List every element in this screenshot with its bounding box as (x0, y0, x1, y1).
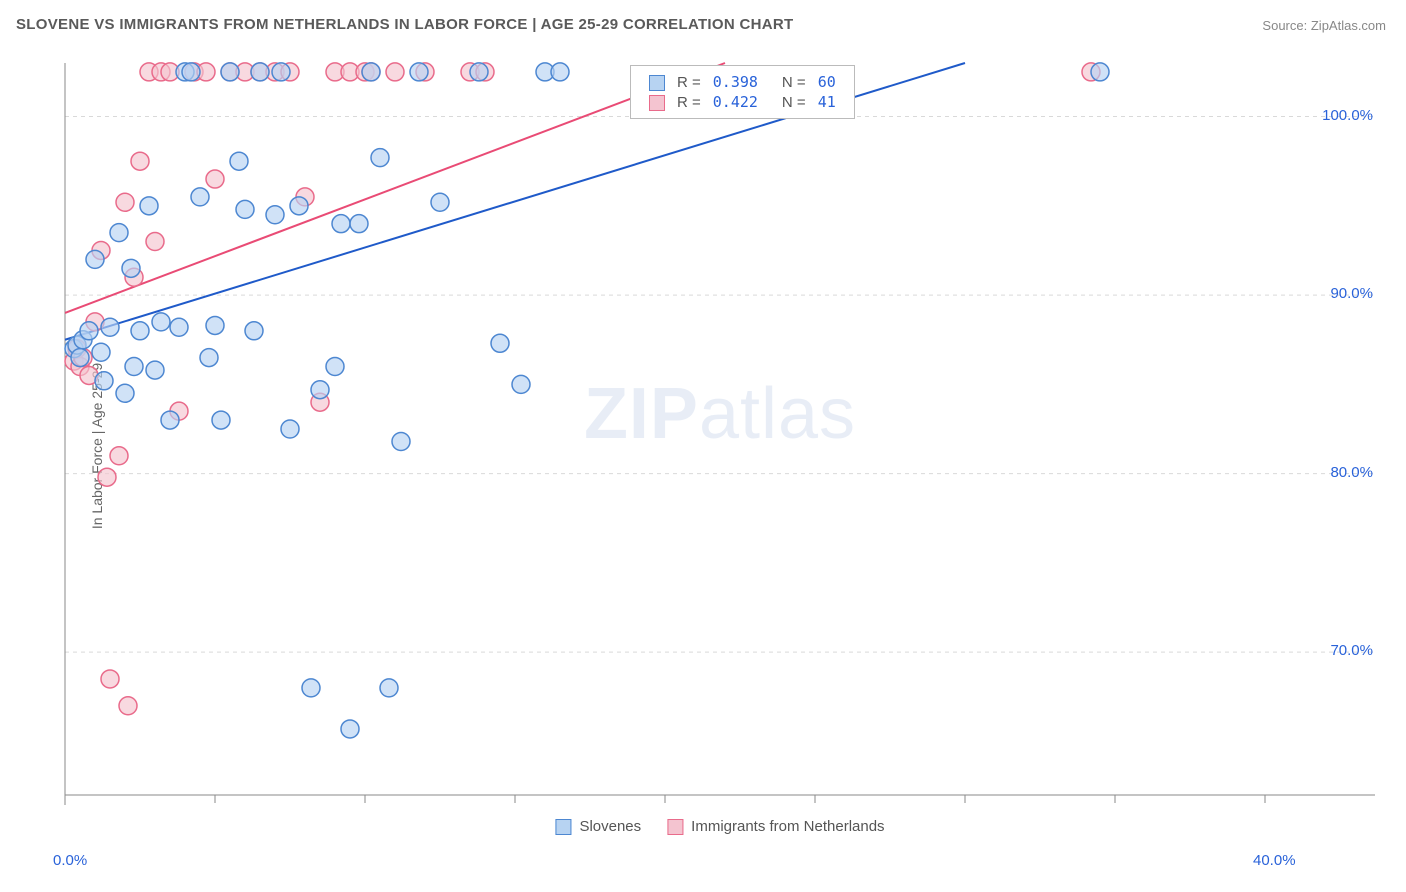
x-tick-label: 0.0% (53, 852, 87, 869)
series-legend: Slovenes Immigrants from Netherlands (555, 818, 884, 835)
stats-table: R = 0.398 N = 60 R = 0.422 N = 41 (643, 72, 842, 112)
scatter-svg (55, 55, 1385, 835)
legend-item-0: Slovenes (555, 818, 641, 835)
swatch-series-0 (649, 75, 665, 91)
source-label: Source: (1262, 18, 1307, 33)
source-value: ZipAtlas.com (1311, 18, 1386, 33)
legend-item-1: Immigrants from Netherlands (667, 818, 884, 835)
n-value-0: 60 (812, 72, 842, 92)
chart-plot-area: 70.0%80.0%90.0%100.0% 0.0%40.0% ZIPatlas… (55, 55, 1385, 835)
swatch-series-0-icon (555, 819, 571, 835)
x-tick-label: 40.0% (1253, 852, 1296, 869)
r-label: R = (671, 72, 707, 92)
correlation-stats-legend: R = 0.398 N = 60 R = 0.422 N = 41 (630, 65, 855, 119)
r-value-0: 0.398 (707, 72, 764, 92)
n-label: N = (776, 72, 812, 92)
chart-title: SLOVENE VS IMMIGRANTS FROM NETHERLANDS I… (16, 16, 793, 33)
y-tick-label: 90.0% (1330, 285, 1373, 302)
swatch-series-1-icon (667, 819, 683, 835)
swatch-series-1 (649, 95, 665, 111)
y-tick-label: 70.0% (1330, 642, 1373, 659)
stats-row: R = 0.422 N = 41 (643, 92, 842, 112)
r-label: R = (671, 92, 707, 112)
legend-label-1: Immigrants from Netherlands (691, 818, 884, 835)
r-value-1: 0.422 (707, 92, 764, 112)
source-credit: Source: ZipAtlas.com (1262, 18, 1386, 33)
stats-row: R = 0.398 N = 60 (643, 72, 842, 92)
y-tick-labels: 70.0% 80.0% 90.0% 100.0% (1293, 55, 1373, 835)
y-tick-label: 100.0% (1322, 107, 1373, 124)
n-label: N = (776, 92, 812, 112)
y-tick-label: 80.0% (1330, 464, 1373, 481)
legend-label-0: Slovenes (579, 818, 641, 835)
n-value-1: 41 (812, 92, 842, 112)
